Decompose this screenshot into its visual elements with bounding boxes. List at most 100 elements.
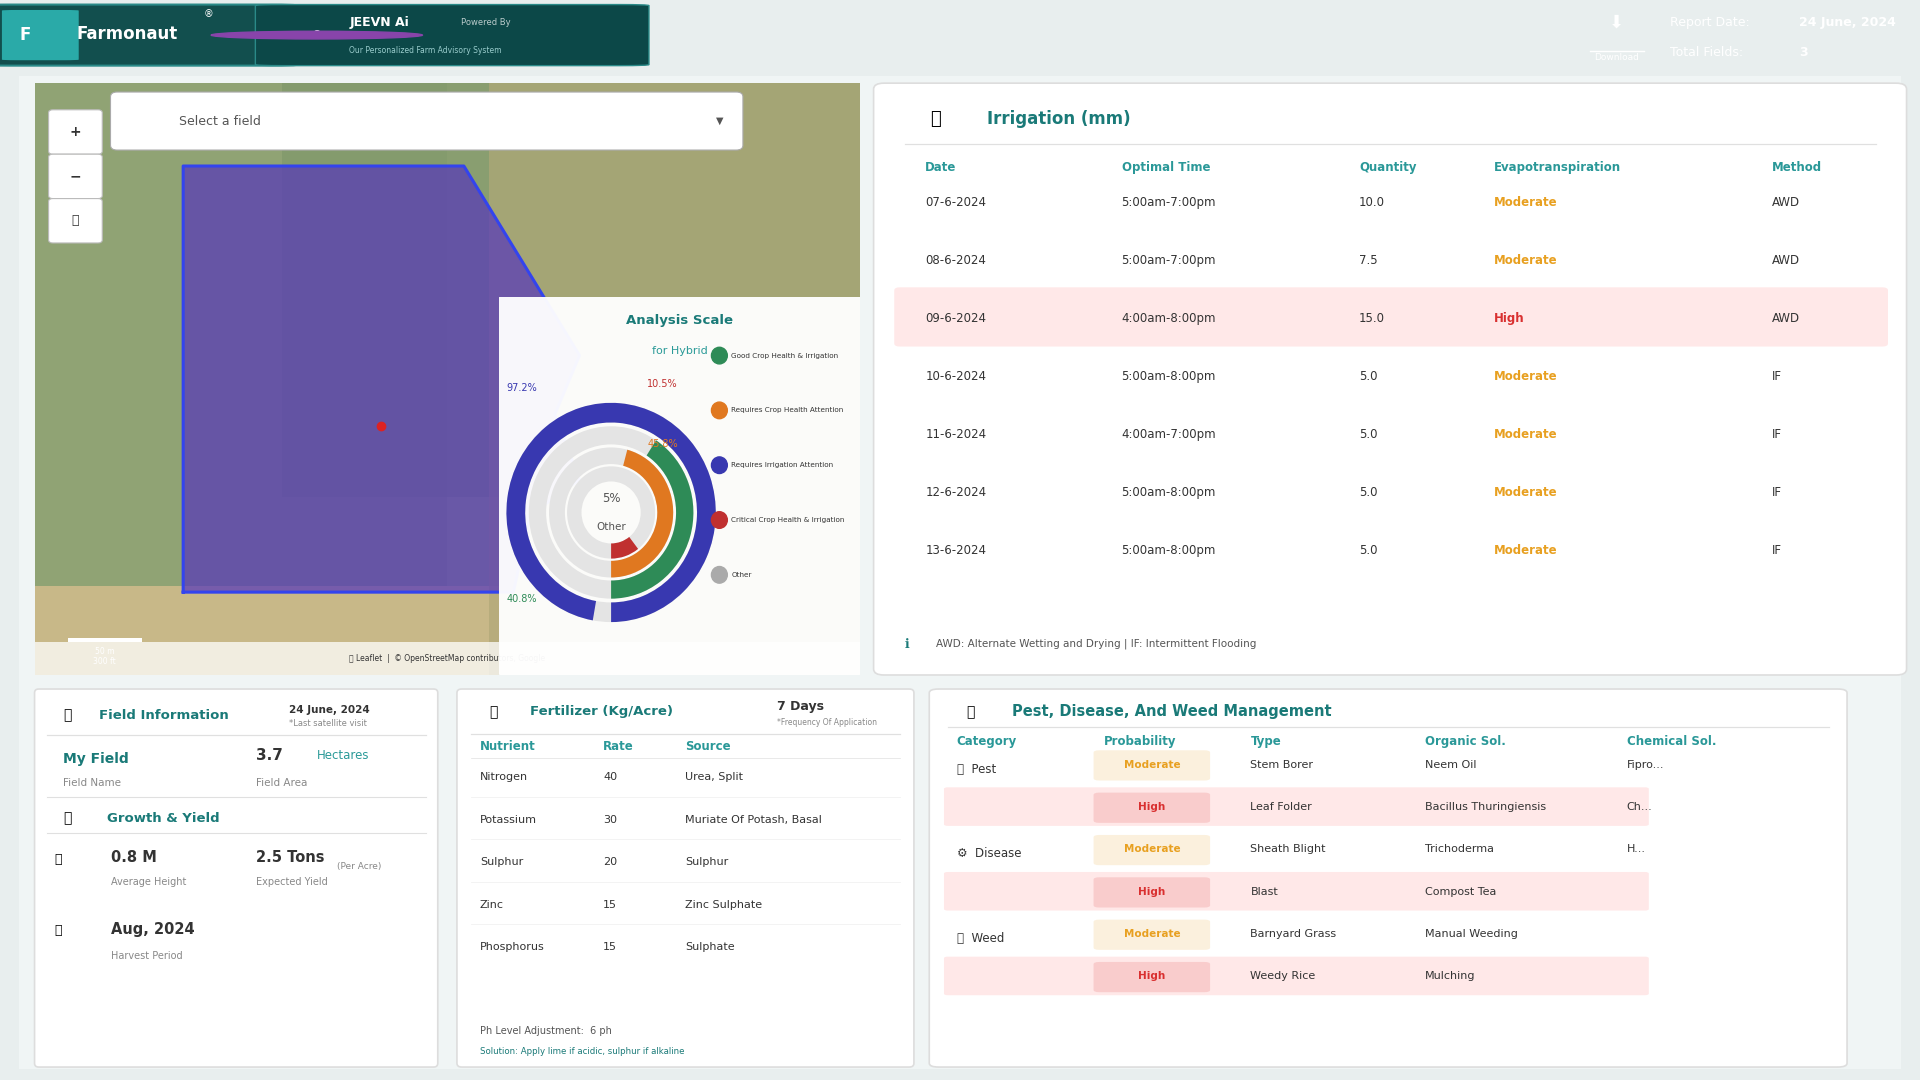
Wedge shape (566, 467, 655, 558)
Text: Sulphur: Sulphur (685, 858, 730, 867)
Text: 7.5: 7.5 (1359, 254, 1379, 267)
FancyBboxPatch shape (1094, 877, 1210, 907)
Text: 13-6-2024: 13-6-2024 (925, 544, 987, 557)
Text: ⛶: ⛶ (71, 214, 79, 227)
Text: Moderate: Moderate (1494, 197, 1557, 210)
Text: Weedy Rice: Weedy Rice (1250, 971, 1315, 982)
Text: Neem Oil: Neem Oil (1425, 759, 1476, 770)
Bar (35, 586, 860, 675)
Text: Manual Weeding: Manual Weeding (1425, 929, 1517, 939)
Text: Nutrient: Nutrient (480, 740, 536, 753)
Text: High: High (1494, 312, 1524, 325)
Circle shape (712, 457, 728, 473)
Text: High: High (1139, 887, 1165, 896)
Text: 5.0: 5.0 (1359, 486, 1377, 499)
Text: 08-6-2024: 08-6-2024 (925, 254, 987, 267)
Text: Sulphate: Sulphate (685, 942, 735, 951)
Text: 40: 40 (603, 772, 618, 783)
FancyBboxPatch shape (945, 872, 1649, 910)
Text: My Field: My Field (63, 752, 129, 766)
Text: Fertilizer (Kg/Acre): Fertilizer (Kg/Acre) (530, 705, 674, 718)
Text: Optimal Time: Optimal Time (1121, 161, 1210, 174)
Text: 12-6-2024: 12-6-2024 (925, 486, 987, 499)
Text: JEEVN Ai: JEEVN Ai (349, 16, 409, 29)
Text: ▼: ▼ (716, 116, 724, 126)
Text: Chemical Sol.: Chemical Sol. (1626, 734, 1716, 747)
Text: 🌳: 🌳 (490, 705, 497, 718)
Text: 3.7: 3.7 (257, 747, 282, 762)
Text: 💧: 💧 (929, 110, 941, 127)
Text: Growth & Yield: Growth & Yield (108, 812, 219, 825)
FancyBboxPatch shape (1094, 962, 1210, 993)
Text: Blast: Blast (1250, 887, 1279, 896)
Text: 2.5 Tons: 2.5 Tons (257, 850, 324, 865)
FancyBboxPatch shape (929, 689, 1847, 1067)
Text: 10.5%: 10.5% (647, 379, 678, 389)
Text: Average Height: Average Height (111, 877, 186, 887)
Bar (35, 83, 447, 675)
Text: Trichoderma: Trichoderma (1425, 845, 1494, 854)
Text: −: − (69, 170, 81, 184)
Text: Good Crop Health & Irrigation: Good Crop Health & Irrigation (732, 352, 839, 359)
Wedge shape (528, 427, 693, 598)
Text: 97.2%: 97.2% (507, 382, 538, 393)
Text: 5.0: 5.0 (1359, 428, 1377, 442)
Text: Rate: Rate (603, 740, 634, 753)
FancyBboxPatch shape (0, 4, 298, 66)
Text: Fipro...: Fipro... (1626, 759, 1665, 770)
Text: IF: IF (1772, 486, 1782, 499)
Text: 24 June, 2024: 24 June, 2024 (1799, 16, 1895, 29)
Text: 5%: 5% (601, 491, 620, 504)
Text: 🍃 Leaflet  |  © OpenStreetMap contributors, Google: 🍃 Leaflet | © OpenStreetMap contributors… (349, 653, 545, 663)
Wedge shape (611, 441, 693, 598)
Text: IF: IF (1772, 428, 1782, 442)
Text: High: High (1139, 971, 1165, 982)
Text: 🌱: 🌱 (63, 811, 71, 825)
Text: 0.8 M: 0.8 M (111, 850, 157, 865)
Bar (35, 643, 860, 675)
Text: Urea, Split: Urea, Split (685, 772, 743, 783)
Text: Field Name: Field Name (63, 778, 121, 787)
FancyBboxPatch shape (874, 83, 1907, 675)
Text: Report Date:: Report Date: (1670, 16, 1755, 29)
Text: Requires Crop Health Attention: Requires Crop Health Attention (732, 407, 843, 414)
Text: 50 m: 50 m (94, 647, 115, 656)
Text: Quantity: Quantity (1359, 161, 1417, 174)
Text: Ch...: Ch... (1626, 802, 1653, 812)
Text: 30: 30 (603, 814, 616, 825)
Text: 20: 20 (603, 858, 618, 867)
Text: High: High (1139, 802, 1165, 812)
Text: Potassium: Potassium (480, 814, 538, 825)
FancyBboxPatch shape (457, 689, 914, 1067)
FancyBboxPatch shape (945, 957, 1649, 996)
Text: ⚙  Disease: ⚙ Disease (956, 848, 1021, 861)
Text: 300 ft: 300 ft (94, 658, 115, 666)
Text: *Frequency Of Application: *Frequency Of Application (778, 718, 877, 727)
Wedge shape (611, 537, 637, 558)
Text: Method: Method (1772, 161, 1822, 174)
Text: Select a field: Select a field (179, 114, 261, 127)
Text: Farmonaut: Farmonaut (77, 25, 179, 43)
Text: Aug, 2024: Aug, 2024 (111, 921, 194, 936)
Text: 24 June, 2024: 24 June, 2024 (288, 705, 369, 715)
Text: Harvest Period: Harvest Period (111, 950, 182, 960)
Text: Moderate: Moderate (1123, 929, 1181, 939)
FancyBboxPatch shape (48, 110, 102, 154)
Text: Sulphur: Sulphur (480, 858, 522, 867)
FancyBboxPatch shape (1094, 793, 1210, 823)
Circle shape (211, 31, 422, 39)
Text: +: + (69, 124, 81, 138)
Text: AWD: AWD (1772, 197, 1801, 210)
Text: AWD: AWD (1772, 312, 1801, 325)
Text: F: F (19, 26, 31, 44)
FancyBboxPatch shape (48, 199, 102, 243)
Text: for Hybrid: for Hybrid (651, 346, 708, 356)
Text: 3: 3 (1799, 46, 1807, 59)
FancyBboxPatch shape (10, 70, 1910, 1075)
Polygon shape (182, 166, 580, 592)
Text: 40.8%: 40.8% (507, 594, 538, 605)
Text: 5.0: 5.0 (1359, 544, 1377, 557)
Text: Our Personalized Farm Advisory System: Our Personalized Farm Advisory System (349, 46, 501, 55)
Text: AWD: AWD (1772, 254, 1801, 267)
Text: Other: Other (597, 522, 626, 531)
